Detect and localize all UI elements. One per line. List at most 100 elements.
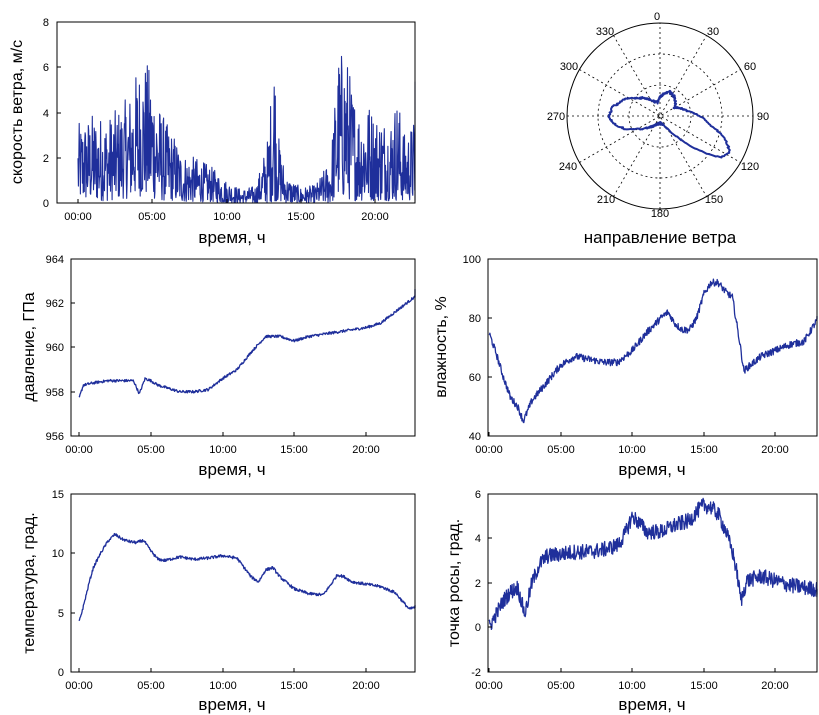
angle-label: 270: [547, 111, 565, 123]
wind-speed-series: [77, 55, 416, 204]
x-tick-label: 05:00: [138, 211, 166, 223]
x-tick-label: 15:00: [280, 444, 308, 456]
wind-speed-panel: 0 2 4 6 8 00:00 05:00 10:00 15:00 20:00 …: [9, 17, 416, 247]
series-line: [488, 497, 818, 631]
x-axis-label: время, ч: [198, 460, 265, 479]
y-tick-label: 5: [58, 608, 64, 620]
pressure-panel: 956 958 960 962 964 00:00 05:00 10:00 15…: [21, 254, 416, 479]
x-tick-label: 10:00: [618, 680, 646, 692]
humidity-x-ticks: 00:00 05:00 10:00 15:00 20:00: [475, 444, 789, 456]
wind-speed-y-ticks: 0 2 4 6 8: [43, 17, 49, 210]
y-axis-label: давление, ГПа: [21, 292, 38, 401]
y-tick-label: 2: [43, 153, 49, 165]
wind-direction-series: [607, 89, 731, 159]
polar-spokes: [567, 23, 753, 209]
y-tick-label: 0: [475, 622, 481, 634]
wind-speed-tick-marks: [57, 21, 376, 204]
y-tick-label: 15: [52, 489, 64, 501]
x-tick-label: 10:00: [213, 211, 241, 223]
y-tick-label: -2: [471, 667, 481, 679]
dewpoint-series: [488, 497, 818, 631]
y-tick-label: 2: [475, 578, 481, 590]
wind-direction-panel: 0 30 60 90 120 150 180 210 240 270 300 3…: [547, 11, 769, 247]
polar-angle-labels: 0 30 60 90 120 150 180 210 240 270 300 3…: [547, 11, 769, 220]
x-tick-label: 10:00: [209, 680, 237, 692]
angle-label: 330: [596, 26, 614, 38]
humidity-panel: 40 60 80 100 00:00 05:00 10:00 15:00 20:…: [433, 254, 818, 479]
y-tick-label: 4: [43, 108, 49, 120]
y-tick-label: 40: [469, 431, 481, 443]
angle-label: 180: [651, 208, 669, 220]
angle-label: 90: [757, 111, 769, 123]
polar-spoke: [579, 69, 741, 163]
x-axis-label: время, ч: [618, 695, 685, 714]
y-axis-label: точка росы, град.: [446, 519, 463, 647]
humidity-axes-box: [487, 258, 818, 437]
y-tick-label: 960: [46, 342, 64, 354]
temperature-y-ticks: 0 5 10 15: [52, 489, 64, 679]
x-tick-label: 10:00: [209, 444, 237, 456]
series-line: [488, 278, 818, 424]
x-tick-label: 15:00: [287, 211, 315, 223]
pressure-axes-box: [70, 258, 416, 437]
x-tick-label: 20:00: [361, 211, 389, 223]
x-tick-label: 10:00: [618, 444, 646, 456]
series-line: [78, 532, 416, 622]
polar-grid-circle: [628, 84, 692, 148]
y-tick-label: 964: [46, 254, 64, 266]
humidity-series: [488, 278, 818, 424]
x-tick-label: 05:00: [137, 444, 165, 456]
y-tick-label: 956: [46, 431, 64, 443]
y-axis-label: температура, град.: [21, 512, 38, 653]
angle-label: 300: [560, 61, 578, 73]
y-tick-label: 6: [43, 62, 49, 74]
dewpoint-panel: -2 0 2 4 6 00:00 05:00 10:00 15:00 20:00…: [446, 489, 818, 714]
x-tick-label: 15:00: [690, 444, 718, 456]
temperature-x-ticks: 00:00 05:00 10:00 15:00 20:00: [65, 680, 380, 692]
y-tick-label: 0: [43, 198, 49, 210]
pressure-x-ticks: 00:00 05:00 10:00 15:00 20:00: [65, 444, 380, 456]
angle-label: 30: [707, 26, 719, 38]
polar-outer-circle: [566, 22, 754, 210]
y-tick-label: 958: [46, 387, 64, 399]
x-tick-label: 05:00: [547, 680, 575, 692]
pressure-tick-marks: [71, 258, 367, 437]
dewpoint-x-ticks: 00:00 05:00 10:00 15:00 20:00: [475, 680, 789, 692]
y-tick-label: 60: [469, 372, 481, 384]
x-tick-label: 20:00: [761, 680, 789, 692]
polar-spoke: [579, 69, 741, 163]
x-tick-label: 05:00: [137, 680, 165, 692]
temperature-panel: 0 5 10 15 00:00 05:00 10:00 15:00 20:00 …: [21, 489, 416, 714]
temperature-tick-marks: [71, 493, 367, 673]
x-axis-label: время, ч: [618, 460, 685, 479]
pressure-y-ticks: 956 958 960 962 964: [46, 254, 64, 443]
x-axis-label: направление ветра: [584, 228, 737, 247]
dewpoint-tick-marks: [488, 493, 776, 673]
angle-label: 60: [744, 61, 756, 73]
x-tick-label: 00:00: [65, 444, 93, 456]
angle-label: 240: [559, 161, 577, 173]
polar-spoke: [613, 35, 707, 197]
polar-spoke: [613, 35, 707, 197]
angle-label: 210: [597, 194, 615, 206]
x-tick-label: 00:00: [475, 444, 503, 456]
humidity-y-ticks: 40 60 80 100: [463, 254, 481, 443]
x-tick-label: 00:00: [475, 680, 503, 692]
x-tick-label: 00:00: [65, 680, 93, 692]
y-tick-label: 962: [46, 298, 64, 310]
y-axis-label: влажность, %: [433, 296, 450, 398]
x-tick-label: 15:00: [280, 680, 308, 692]
temperature-series: [78, 532, 416, 622]
angle-label: 120: [741, 161, 759, 173]
y-axis-label: скорость ветра, м/с: [9, 40, 26, 184]
x-axis-label: время, ч: [198, 695, 265, 714]
y-tick-label: 0: [58, 667, 64, 679]
humidity-tick-marks: [488, 258, 776, 437]
angle-label: 150: [705, 194, 723, 206]
pressure-series: [78, 288, 416, 398]
y-tick-label: 80: [469, 313, 481, 325]
temperature-axes-box: [70, 493, 416, 673]
x-tick-label: 20:00: [352, 680, 380, 692]
series-line: [77, 55, 416, 204]
y-tick-label: 6: [475, 489, 481, 501]
